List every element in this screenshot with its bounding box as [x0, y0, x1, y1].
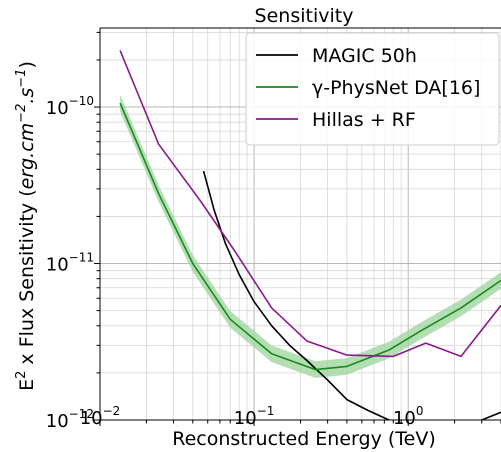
y-tick-label-exponent: −10 [69, 94, 94, 108]
x-tick-label-base: 10 [80, 408, 103, 429]
legend-label-2: Hillas + RF [312, 109, 416, 131]
plot-series [119, 50, 501, 420]
series-line-2 [119, 50, 501, 358]
y-tick-label-base: 10 [46, 411, 69, 432]
y-axis-label: E2 x Flux Sensitivity (erg.cm−2.s−1) [14, 61, 38, 391]
y-tick-label-exponent: −12 [69, 407, 94, 421]
y-label-unit-a-sup: −2 [14, 104, 29, 123]
y-label-prefix-sup: 2 [14, 371, 29, 379]
x-tick-label-base: 10 [393, 408, 416, 429]
series-line-0 [202, 170, 501, 420]
y-tick-label-exponent: −11 [69, 251, 94, 265]
x-tick-label-exponent: −1 [257, 404, 275, 418]
x-tick-label: 100 [393, 404, 424, 429]
series-line-1 [119, 102, 501, 371]
x-tick-label-exponent: −2 [103, 404, 121, 418]
x-tick-label-exponent: 0 [416, 404, 424, 418]
y-tick-label: 10−11 [46, 251, 94, 276]
y-label-unit-b: .s [16, 88, 38, 104]
y-tick-label-base: 10 [46, 98, 69, 119]
x-tick-label: 10−1 [234, 404, 275, 429]
y-label-unit-a: erg.cm [16, 123, 38, 190]
x-axis-label: Reconstructed Energy (TeV) [172, 428, 436, 450]
y-tick-label: 10−12 [46, 407, 94, 432]
legend-label-0: MAGIC 50h [312, 45, 417, 67]
legend: MAGIC 50h γ-PhysNet DA[16] Hillas + RF [245, 32, 500, 146]
legend-label-1: γ-PhysNet DA[16] [312, 77, 480, 99]
x-tick-label-base: 10 [234, 408, 257, 429]
x-tick-label: 10−2 [80, 404, 121, 429]
y-label-middle: x Flux Sensitivity ( [16, 189, 38, 370]
legend-entries: MAGIC 50h γ-PhysNet DA[16] Hillas + RF [256, 45, 480, 131]
y-label-close: ) [16, 61, 38, 68]
legend-box [245, 32, 500, 146]
y-label-unit-b-sup: −1 [14, 69, 29, 88]
chart-title: Sensitivity [255, 5, 354, 27]
y-label-prefix: E [16, 379, 38, 391]
y-tick-label: 10−10 [46, 94, 94, 119]
y-tick-label-base: 10 [46, 255, 69, 276]
